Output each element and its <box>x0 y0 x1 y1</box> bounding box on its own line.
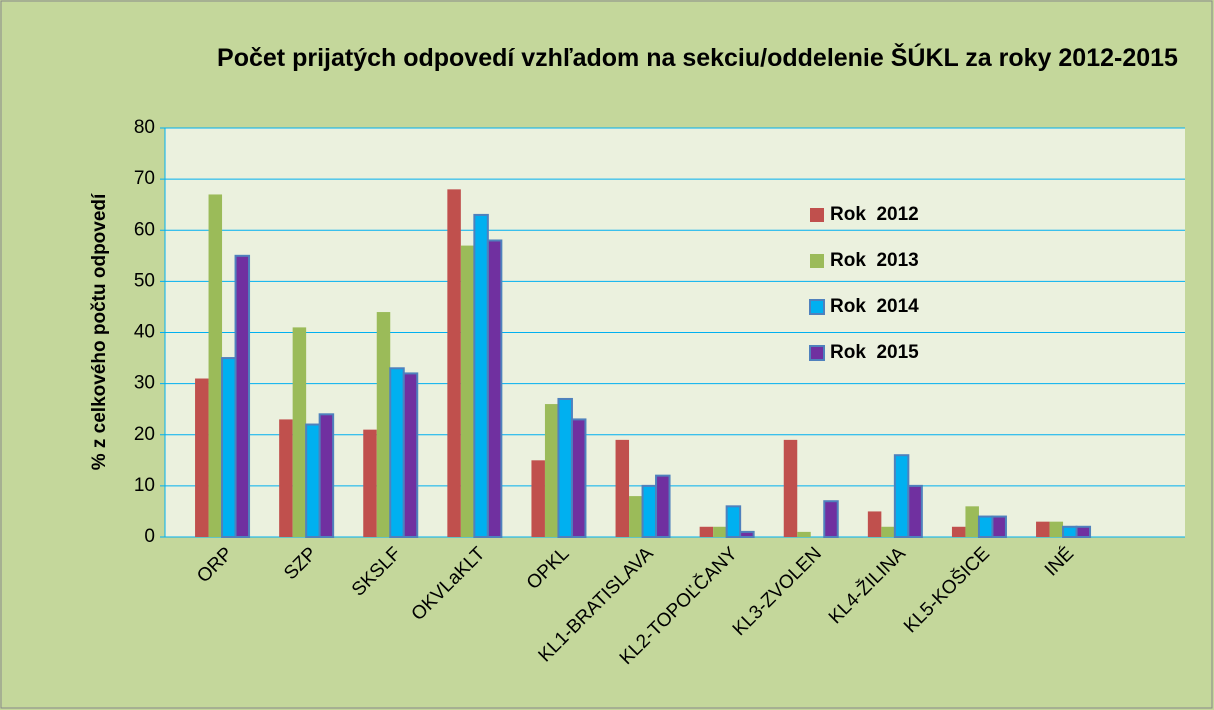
bar <box>292 327 307 537</box>
bar <box>713 526 727 537</box>
bar <box>531 460 545 537</box>
chart-title: Počet prijatých odpovedí vzhľadom na sek… <box>217 44 1178 72</box>
bar <box>486 239 503 538</box>
y-tick-label: 80 <box>134 117 155 138</box>
bar <box>305 423 321 538</box>
bar <box>234 254 251 538</box>
y-tick-label: 50 <box>134 270 155 291</box>
bar <box>783 439 798 537</box>
bar <box>447 189 461 537</box>
bar <box>641 484 658 538</box>
bar <box>195 378 209 537</box>
bar <box>725 505 742 539</box>
bar <box>965 506 979 537</box>
y-tick-label: 70 <box>134 168 155 189</box>
bar <box>1062 525 1078 539</box>
x-tick-label: KL4-ŽILINA <box>824 542 910 628</box>
bar <box>991 515 1007 538</box>
legend-label: Rok 2015 <box>830 342 919 363</box>
bar <box>629 496 643 537</box>
bar <box>739 530 755 539</box>
bar <box>544 404 559 537</box>
y-tick-label: 0 <box>144 526 155 547</box>
bar <box>615 439 630 537</box>
bar <box>867 511 882 537</box>
bar <box>460 245 475 537</box>
legend-swatch <box>810 208 824 222</box>
bar <box>473 213 489 538</box>
y-tick-label: 30 <box>134 373 155 394</box>
y-tick-label: 20 <box>134 424 155 445</box>
bar <box>907 484 923 538</box>
x-tick-label: OKVLaKLT <box>408 543 490 625</box>
legend-swatch <box>810 254 824 268</box>
bar <box>363 429 377 537</box>
y-tick-label: 10 <box>134 475 155 496</box>
x-tick-label: KL5-KOŠICE <box>899 543 994 638</box>
bar <box>376 312 391 537</box>
legend-label: Rok 2014 <box>830 296 919 317</box>
y-tick-label: 40 <box>134 322 155 343</box>
bar <box>389 367 405 538</box>
bar <box>893 454 910 539</box>
legend-swatch <box>809 299 825 315</box>
bar <box>557 397 573 538</box>
legend-swatch <box>809 345 825 361</box>
bar <box>318 413 335 538</box>
bar <box>655 474 671 538</box>
legend-label: Rok 2012 <box>830 204 919 225</box>
bar <box>1075 525 1092 539</box>
x-tick-label: ORP <box>193 543 237 587</box>
x-tick-label: INÉ <box>1041 543 1078 580</box>
bar <box>221 357 237 538</box>
legend-label: Rok 2013 <box>830 250 919 271</box>
bar <box>823 500 839 538</box>
bar <box>881 526 895 537</box>
y-tick-label: 60 <box>134 219 155 240</box>
bar <box>208 194 223 537</box>
bar <box>1036 521 1050 537</box>
x-tick-label: SZP <box>280 543 321 584</box>
bar <box>699 526 714 537</box>
bar <box>279 419 293 537</box>
x-tick-label: SKSLF <box>348 543 405 600</box>
bar <box>570 418 587 539</box>
x-tick-label: OPKL <box>523 543 574 594</box>
bar <box>977 515 994 538</box>
bar <box>1049 521 1064 537</box>
bar <box>402 372 419 538</box>
x-tick-label: KL3-ZVOLEN <box>729 543 826 640</box>
bar <box>797 531 811 537</box>
bar <box>951 526 966 537</box>
y-axis-label: % z celkového počtu odpovedí <box>89 193 110 470</box>
